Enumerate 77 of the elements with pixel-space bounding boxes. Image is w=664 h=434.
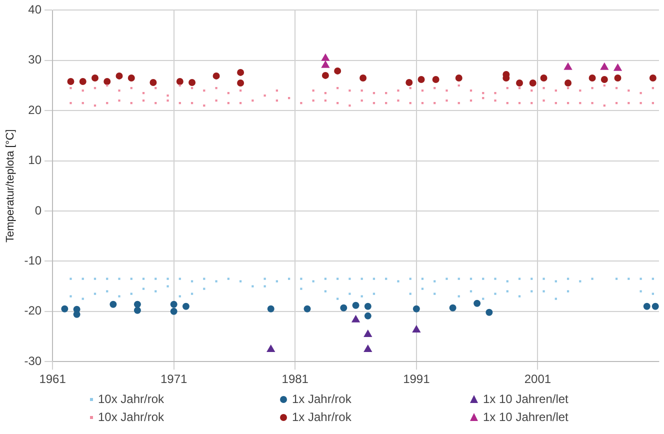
legend-label: 1x 10 Jahren/let [483,392,568,406]
y-tick-label: -30 [24,354,42,368]
point [237,68,244,76]
point [474,300,481,307]
y-tick-label: 0 [34,203,42,218]
legend-label: 10x Jahr/rok [98,392,164,406]
point [418,76,425,83]
x-tick-label: 2001 [524,372,552,386]
y-axis-title: Temperatur/teplota [°C] [4,129,17,243]
point [67,78,74,85]
point [352,302,360,309]
x-tick-label: 1981 [282,372,309,386]
point [134,300,141,308]
point [643,302,650,310]
point [104,78,111,85]
point [412,324,421,332]
point [128,74,135,82]
point [267,305,274,312]
point [564,62,572,70]
point [266,344,276,352]
point [321,60,330,68]
point [170,300,178,308]
y-tick-label: 20 [28,102,42,117]
legend-label: 1x 10 Jahren/let [483,410,568,424]
point [364,302,372,310]
point [351,314,360,322]
x-tick-label: 1971 [160,372,188,386]
point [304,305,311,312]
point [406,78,413,86]
point [79,78,86,85]
point [170,308,178,315]
point [91,74,98,82]
point [600,62,609,70]
point [412,305,420,312]
point [360,74,367,82]
point [134,306,141,314]
x-tick-label: 1991 [403,372,430,386]
point [150,78,157,86]
x-tick-label: 1961 [39,372,66,386]
legend-label: 1x Jahr/rok [292,410,352,424]
point [516,79,524,86]
point [340,304,348,312]
point [540,74,548,82]
point [564,79,572,86]
point [486,308,493,316]
point [322,72,329,79]
point [613,63,622,71]
y-tick-label: -20 [24,304,42,318]
point [652,302,659,310]
point [364,329,372,337]
point [61,305,68,312]
legend-label: 1x Jahr/rok [292,392,352,406]
y-tick-label: 40 [28,2,42,17]
point [321,53,330,61]
point [237,79,244,86]
y-tick-label: -10 [24,254,42,268]
y-tick-label: 10 [28,153,42,168]
point [529,79,536,86]
point [334,67,342,74]
point [176,78,184,85]
point [614,74,622,82]
point [588,74,596,82]
point [188,78,196,86]
point [73,310,80,318]
point [116,72,123,80]
point [110,300,117,308]
y-tick-label: 30 [28,52,42,67]
point [212,72,220,80]
point [455,74,462,82]
legend-label: 10x Jahr/rok [98,410,164,424]
point [600,76,608,83]
point [364,312,372,320]
point [649,74,656,82]
point [449,304,456,312]
point [182,302,190,310]
point [364,344,372,352]
point [432,76,440,83]
